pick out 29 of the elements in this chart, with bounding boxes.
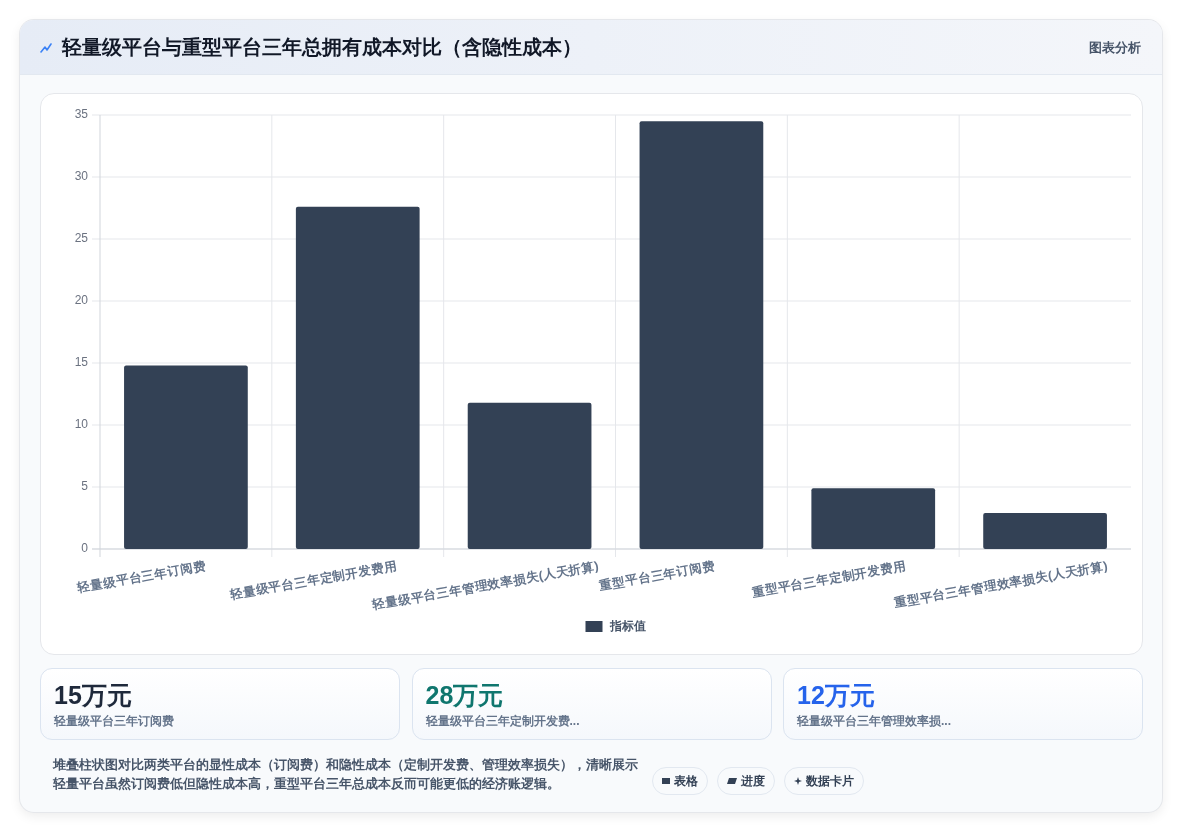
text: 轻量级平台三年管理效率损... <box>797 713 952 729</box>
bar <box>295 206 420 549</box>
y-tick-label: 0 <box>81 541 89 556</box>
y-tick-label: 25 <box>74 231 89 246</box>
text: 12万元 <box>797 680 875 710</box>
y-tick-label: 35 <box>74 107 89 122</box>
text: 轻量级平台三年订阅费 <box>54 713 174 729</box>
y-tick-label: 10 <box>74 417 89 432</box>
bar <box>124 365 248 549</box>
text: 堆叠柱状图对比两类平台的显性成本（订阅费）和隐性成本（定制开发费、管理效率损失），清晰展示轻量平台虽然订阅费低但隐性成本高，重型平台三年总成本反而可能更低的经济账逻辑。 <box>53 757 639 793</box>
text: 28万元 <box>425 680 504 710</box>
bar <box>811 488 936 549</box>
text: 15万元 <box>54 680 132 710</box>
text: 进度 <box>741 772 765 790</box>
x-tick-label: 轻量级平台三年订阅费 <box>75 557 207 596</box>
y-tick-label: 30 <box>74 169 89 184</box>
y-tick-label: 15 <box>74 355 89 370</box>
x-tick-label: 重型平台三年订阅费 <box>597 557 717 594</box>
legend-label: 指标值 <box>608 619 646 634</box>
text: 轻量级平台三年定制开发费... <box>425 713 580 729</box>
text: 表格 <box>674 772 698 790</box>
bar <box>467 402 592 549</box>
chart-title: 轻量级平台与重型平台三年总拥有成本对比（含隐性成本） <box>62 35 582 60</box>
y-tick-label: 5 <box>81 479 89 494</box>
text: 图表分析 <box>1089 39 1141 57</box>
text: 数据卡片 <box>806 772 854 790</box>
bar <box>639 121 764 549</box>
y-tick-label: 20 <box>74 293 89 308</box>
bar <box>983 513 1107 549</box>
